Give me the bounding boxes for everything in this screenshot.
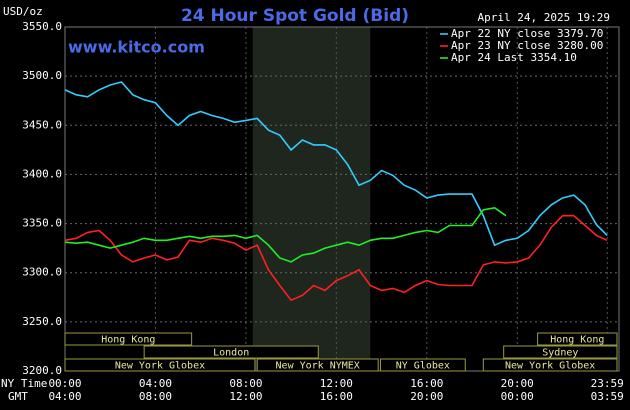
- x-tick-label: 12:00: [320, 377, 353, 390]
- y-tick-label: 3450.0: [22, 118, 62, 131]
- x-tick-label: 20:00: [501, 377, 534, 390]
- y-tick-label: 3500.0: [22, 69, 62, 82]
- session-box: [256, 358, 379, 372]
- series-line: [64, 206, 507, 263]
- x2-row-label: GMT: [8, 390, 28, 403]
- x-tick-label: 04:00: [139, 377, 172, 390]
- session-label: New York Globex: [505, 361, 595, 372]
- x2-tick-label: 03:59: [591, 390, 624, 403]
- y-tick-label: 3300.0: [22, 266, 62, 279]
- x2-tick-label: 16:00: [320, 390, 353, 403]
- session-label: Hong Kong: [550, 335, 604, 346]
- legend-label: Apr 22 NY close 3379.70: [451, 27, 603, 40]
- watermark: www.kitco.com: [68, 38, 205, 57]
- y-tick-label: 3250.0: [22, 315, 62, 328]
- x2-tick-label: 20:00: [410, 390, 443, 403]
- session-box: [64, 332, 193, 346]
- series-line: [64, 214, 608, 302]
- session-label: London: [213, 348, 249, 359]
- y-tick-label: 3200.0: [22, 364, 62, 377]
- x-tick-label: 23:59: [591, 377, 624, 390]
- legend-label: Apr 23 NY close 3280.00: [451, 39, 603, 52]
- y-tick-label: 3400.0: [22, 167, 62, 180]
- y-axis-label: USD/oz: [3, 5, 43, 18]
- shaded-region: [252, 27, 371, 371]
- session-label: New York Globex: [115, 361, 205, 372]
- x2-tick-label: 00:00: [501, 390, 534, 403]
- session-box: [537, 332, 618, 346]
- chart-title: 24 Hour Spot Gold (Bid): [181, 6, 409, 26]
- session-label: NY Globex: [396, 361, 450, 372]
- session-label: Sydney: [542, 348, 578, 359]
- y-tick-label: 3550.0: [22, 20, 62, 33]
- y-tick-label: 3350.0: [22, 217, 62, 230]
- x2-tick-label: 04:00: [48, 390, 81, 403]
- series-line: [64, 81, 608, 247]
- session-box: [64, 358, 256, 372]
- x-row-label: NY Time: [1, 377, 47, 390]
- x-tick-label: 08:00: [229, 377, 262, 390]
- session-box: [143, 345, 319, 359]
- x-tick-label: 00:00: [48, 377, 81, 390]
- x2-tick-label: 08:00: [139, 390, 172, 403]
- timestamp: April 24, 2025 19:29: [478, 11, 610, 24]
- legend-label: Apr 24 Last 3354.10: [451, 51, 577, 64]
- session-box: [379, 358, 466, 372]
- x-tick-label: 16:00: [410, 377, 443, 390]
- session-label: New York NYMEX: [276, 361, 360, 372]
- session-label: Hong Kong: [101, 335, 155, 346]
- x2-tick-label: 12:00: [229, 390, 262, 403]
- session-box: [482, 358, 618, 372]
- session-box: [503, 345, 618, 359]
